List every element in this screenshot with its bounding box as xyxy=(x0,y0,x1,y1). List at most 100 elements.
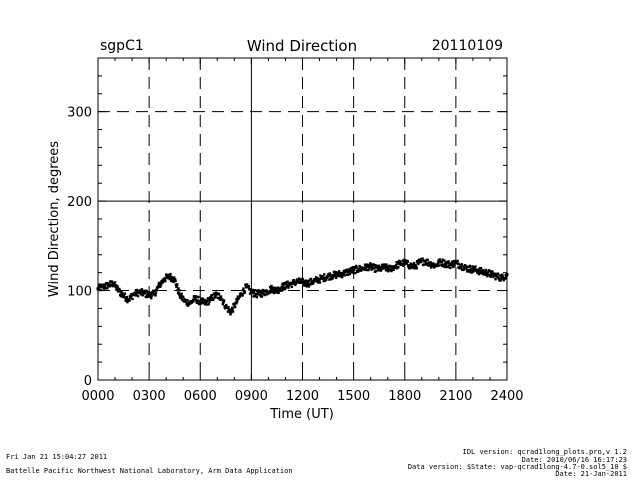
data-point xyxy=(389,269,392,272)
data-point xyxy=(254,288,257,292)
data-point xyxy=(108,284,112,287)
data-point xyxy=(113,283,116,287)
data-point xyxy=(277,291,280,295)
data-point xyxy=(392,268,395,271)
data-point xyxy=(101,284,104,287)
data-point xyxy=(169,272,172,276)
data-point xyxy=(282,285,285,288)
data-point xyxy=(210,294,214,297)
data-point xyxy=(387,266,390,269)
data-point xyxy=(470,271,473,274)
data-point xyxy=(445,265,448,269)
data-point xyxy=(452,265,455,269)
data-point xyxy=(363,263,367,266)
data-point xyxy=(104,286,107,290)
data-point xyxy=(258,290,261,293)
data-point xyxy=(320,277,324,280)
data-point xyxy=(390,269,393,273)
data-point xyxy=(125,295,129,299)
x-tick-label: 0600 xyxy=(184,389,217,404)
data-point xyxy=(133,293,137,297)
data-point xyxy=(162,280,166,283)
data-point xyxy=(110,283,113,286)
data-point xyxy=(496,274,499,278)
data-point xyxy=(448,262,452,266)
data-point xyxy=(485,271,489,275)
data-point xyxy=(413,267,416,270)
data-point xyxy=(469,269,472,272)
data-point xyxy=(315,280,319,283)
data-point xyxy=(484,270,487,273)
data-point xyxy=(366,265,369,269)
data-point xyxy=(405,262,409,265)
footer-timestamp: Fri Jan 21 15:04:27 2011 xyxy=(6,453,107,461)
data-point xyxy=(262,288,265,292)
data-point xyxy=(192,300,195,303)
data-point xyxy=(111,281,115,285)
data-point xyxy=(489,275,493,278)
data-point xyxy=(284,286,287,289)
x-tick-label: 2100 xyxy=(439,389,472,404)
data-point xyxy=(490,272,494,276)
x-tick-label: 1500 xyxy=(337,389,370,404)
data-point xyxy=(180,292,183,295)
data-point xyxy=(332,275,335,278)
data-point xyxy=(340,275,344,279)
data-point xyxy=(457,262,461,266)
data-point xyxy=(147,291,150,294)
data-point xyxy=(166,273,170,277)
data-point xyxy=(207,302,210,306)
data-point xyxy=(322,276,325,279)
data-point xyxy=(471,265,474,268)
data-point xyxy=(462,268,465,272)
data-points xyxy=(96,257,509,316)
data-point xyxy=(341,272,345,276)
data-point xyxy=(165,276,169,279)
data-point xyxy=(478,268,481,272)
data-point xyxy=(456,259,459,263)
data-point xyxy=(436,261,440,265)
data-point xyxy=(157,284,160,287)
data-point xyxy=(169,277,173,280)
y-tick-labels: 0 100 200 300 xyxy=(67,106,92,389)
data-point xyxy=(337,270,341,273)
data-point xyxy=(228,308,231,311)
data-point xyxy=(150,294,153,298)
data-point xyxy=(152,289,155,292)
data-point xyxy=(433,265,436,269)
data-point xyxy=(426,258,429,262)
data-point xyxy=(98,283,101,286)
data-point xyxy=(429,266,433,269)
data-point xyxy=(360,269,363,272)
data-point xyxy=(285,285,288,288)
data-point xyxy=(384,266,387,269)
data-point xyxy=(287,284,291,287)
data-point xyxy=(177,287,180,290)
data-point xyxy=(346,268,349,272)
data-point xyxy=(249,288,252,291)
data-point xyxy=(268,285,272,289)
data-point xyxy=(343,274,346,277)
data-point xyxy=(432,263,435,266)
data-point xyxy=(331,276,334,280)
data-point xyxy=(431,265,434,268)
x-tick-label: 0000 xyxy=(81,389,114,404)
data-point xyxy=(492,275,495,279)
data-point xyxy=(279,287,282,290)
data-point xyxy=(300,280,303,284)
data-point xyxy=(403,259,407,262)
data-point xyxy=(468,264,472,268)
data-point xyxy=(476,271,479,275)
data-point xyxy=(429,261,432,264)
data-point xyxy=(273,290,277,294)
data-point xyxy=(178,289,181,292)
data-point xyxy=(234,301,237,304)
data-point xyxy=(150,296,153,300)
data-point xyxy=(316,277,319,280)
data-point xyxy=(121,291,124,295)
data-point xyxy=(345,270,348,273)
data-point xyxy=(325,278,328,281)
data-point xyxy=(251,288,254,292)
data-point xyxy=(437,264,441,267)
data-point xyxy=(239,292,242,295)
